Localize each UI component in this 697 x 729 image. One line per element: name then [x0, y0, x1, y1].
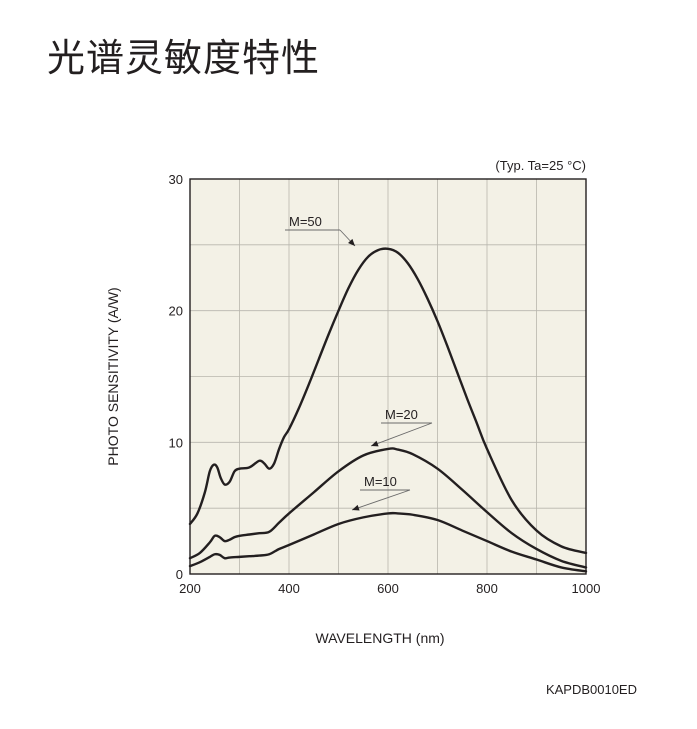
series-line-m-50 — [188, 247, 588, 555]
x-tick-label: 400 — [278, 581, 300, 596]
y-tick-label: 10 — [169, 435, 183, 450]
series-label-leader — [351, 489, 411, 511]
grid-lines — [190, 179, 586, 574]
figure-code: KAPDB0010ED — [546, 682, 637, 697]
tick-labels: 200 400 600 800 1000 0 10 20 30 — [169, 172, 601, 596]
y-axis-title: PHOTO SENSITIVITY (A/W) — [105, 287, 121, 465]
y-tick-label: 30 — [169, 172, 183, 187]
page-title: 光谱灵敏度特性 — [47, 36, 321, 80]
y-tick-label: 20 — [169, 304, 183, 319]
condition-note: (Typ. Ta=25 °C) — [495, 158, 586, 173]
series-label-m-10: M=10 — [364, 474, 397, 489]
series-label-arrowhead — [371, 440, 379, 447]
series-label-m-50: M=50 — [289, 214, 322, 229]
plot-frame — [189, 178, 587, 575]
series-label-m-20: M=20 — [385, 407, 418, 422]
y-tick-label: 0 — [176, 567, 183, 582]
x-tick-label: 200 — [179, 581, 201, 596]
series-label-arrowhead — [352, 504, 360, 511]
x-tick-label: 1000 — [572, 581, 601, 596]
series-label-layer: M=50 M=20 M=10 — [285, 214, 433, 511]
series-label-arrowhead — [348, 238, 355, 246]
series-line-m-20 — [188, 447, 588, 569]
series-layer — [188, 247, 588, 573]
x-tick-label: 800 — [476, 581, 498, 596]
series-label-leader — [370, 422, 433, 447]
series-line-m-10 — [188, 511, 588, 573]
x-tick-label: 600 — [377, 581, 399, 596]
x-axis-title: WAVELENGTH (nm) — [315, 630, 444, 646]
